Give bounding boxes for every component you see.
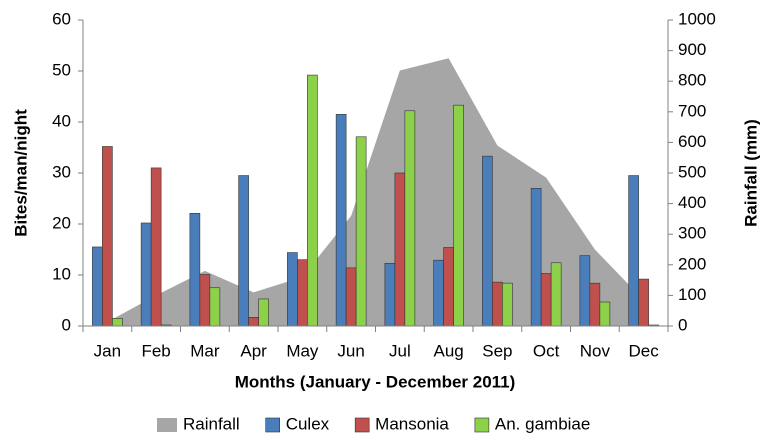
y2-tick-label: 100 (678, 285, 706, 304)
y2-tick-label: 1000 (678, 9, 716, 28)
x-tick-label: Dec (629, 341, 660, 360)
y-tick-label: 30 (52, 162, 71, 181)
rainfall-area (107, 58, 644, 326)
y2-tick-label: 700 (678, 101, 706, 120)
x-tick-label: May (286, 341, 319, 360)
bar (307, 74, 318, 327)
bar (433, 259, 444, 327)
bar (599, 301, 611, 327)
bar (209, 287, 221, 327)
y-tick-label: 60 (52, 9, 71, 28)
x-tick-label: Nov (580, 341, 611, 360)
y2-tick-label: 900 (678, 40, 706, 59)
x-tick-label: Mar (190, 341, 220, 360)
bar (258, 298, 269, 327)
bar (530, 188, 542, 327)
bar (355, 136, 367, 327)
x-tick-label: Jun (337, 341, 364, 360)
y2-tick-label: 0 (678, 315, 687, 334)
bar (589, 282, 601, 327)
legend-swatch (157, 418, 177, 432)
y-tick-label: 50 (52, 60, 71, 79)
x-tick-label: Feb (141, 341, 170, 360)
y2-tick-label: 500 (678, 162, 706, 181)
x-tick-label: Sep (482, 341, 512, 360)
bar (102, 146, 113, 327)
bar (287, 252, 298, 327)
x-tick-label: Aug (434, 341, 464, 360)
bar (189, 212, 201, 327)
legend-swatch (265, 417, 281, 433)
legend-label: Mansonia (375, 414, 449, 433)
y-axis-title: Bites/man/night (11, 109, 30, 237)
bar (112, 318, 123, 327)
y2-axis-title: Rainfall (mm) (741, 119, 760, 227)
bar (248, 317, 259, 327)
x-tick-label: Jul (389, 341, 411, 360)
bar (150, 167, 162, 327)
bar (492, 281, 503, 327)
bar (502, 282, 513, 327)
x-axis-title: Months (January - December 2011) (235, 372, 516, 391)
bar (92, 246, 103, 327)
legend-label: An. gambiae (495, 414, 590, 433)
bar (394, 172, 406, 327)
legend-swatch (354, 417, 370, 433)
y2-tick-label: 400 (678, 193, 706, 212)
bar (482, 155, 493, 327)
bar (199, 274, 211, 327)
y-tick-label: 0 (62, 315, 71, 334)
y2-tick-label: 200 (678, 254, 706, 273)
bar (550, 262, 562, 327)
bar (638, 278, 649, 327)
y2-tick-label: 300 (678, 224, 706, 243)
bar (140, 222, 152, 327)
x-tick-label: Apr (240, 341, 267, 360)
y-tick-label: 20 (52, 213, 71, 232)
bar (443, 247, 454, 327)
bar (345, 267, 357, 327)
bar (453, 104, 464, 327)
x-tick-label: Oct (533, 341, 560, 360)
bar (404, 110, 416, 327)
y-tick-label: 40 (52, 111, 71, 130)
bar (540, 273, 552, 327)
bar (628, 175, 639, 327)
y2-tick-label: 600 (678, 132, 706, 151)
y2-tick-label: 800 (678, 71, 706, 90)
bar (238, 175, 249, 327)
legend-label: Culex (286, 414, 330, 433)
bar (297, 259, 308, 327)
bar (384, 262, 396, 327)
bar (579, 255, 591, 327)
x-tick-label: Jan (94, 341, 121, 360)
legend-label: Rainfall (183, 414, 240, 433)
y-tick-label: 10 (52, 264, 71, 283)
legend-swatch (474, 417, 490, 433)
bar (335, 114, 347, 327)
